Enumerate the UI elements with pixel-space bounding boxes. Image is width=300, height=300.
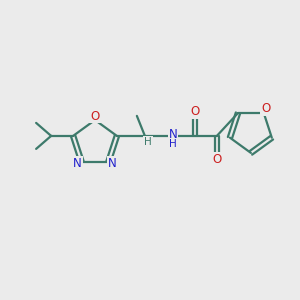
Text: O: O [90,110,100,122]
Text: N: N [169,128,177,141]
Text: N: N [73,157,82,170]
Text: H: H [169,139,177,149]
Text: H: H [144,137,152,147]
Text: O: O [261,102,270,115]
Text: O: O [212,153,221,167]
Text: O: O [190,105,200,119]
Text: N: N [108,157,117,170]
